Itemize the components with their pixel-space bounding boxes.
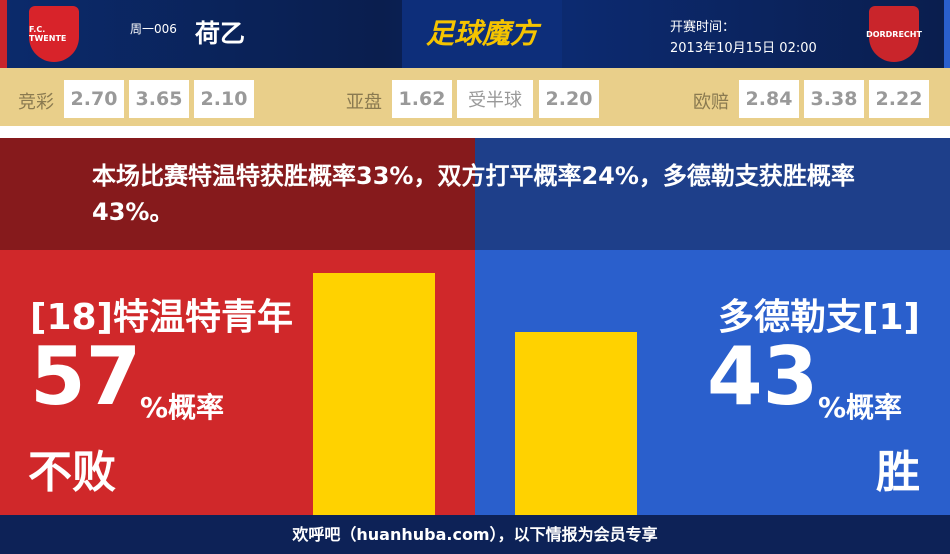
brand-logo: 足球魔方 [402,0,562,68]
match-header: F.C. TWENTE 周一006 荷乙 足球魔方 开赛时间： 2013年10月… [0,0,950,68]
away-band [475,138,950,250]
match-number: 周一006 [130,22,177,36]
jc-odds-away: 2.10 [194,80,254,118]
ah-odds-away: 2.20 [539,80,599,118]
eu-odds-draw: 3.38 [804,80,864,118]
eu-odds-home: 2.84 [739,80,799,118]
home-percent: 57 [30,330,142,423]
away-percent-unit: %概率 [818,391,903,424]
away-probability-bar [515,332,637,515]
ah-label: 亚盘 [346,92,382,113]
away-percent: 43 [707,330,819,423]
home-probability-bar [313,272,435,515]
jc-odds-draw: 3.65 [129,80,189,118]
odds-bar: 竞彩 2.70 3.65 2.10 亚盘 1.62 受半球 2.20 欧赔 2.… [0,68,950,128]
jc-odds-home: 2.70 [64,80,124,118]
footer-banner[interactable]: 欢呼吧（huanhuba.com），以下情报为会员专享 [0,515,950,554]
kickoff-time: 2013年10月15日 02:00 [670,41,817,56]
eu-label: 欧赔 [693,92,729,113]
jc-label: 竞彩 [18,92,54,113]
home-team-name: [18]特温特青年 [30,297,294,338]
away-logo-text: DORDRECHT [866,29,922,39]
ah-odds-home: 1.62 [392,80,452,118]
away-team-name: 多德勒支[1] [718,297,920,338]
ah-handicap: 受半球 [457,80,533,118]
home-team-logo: F.C. TWENTE [29,6,79,62]
kickoff-label: 开赛时间： [670,20,736,35]
home-logo-text: F.C. TWENTE [29,25,67,43]
league-name: 荷乙 [195,19,246,48]
probability-summary: 本场比赛特温特获胜概率33%，双方打平概率24%，多德勒支获胜概率43%。 [92,162,855,226]
home-outcome: 不败 [28,447,116,498]
away-team-logo: DORDRECHT [866,6,922,62]
eu-odds-away: 2.22 [869,80,929,118]
home-percent-unit: %概率 [140,391,225,424]
away-outcome: 胜 [876,447,920,498]
home-band [0,138,475,250]
